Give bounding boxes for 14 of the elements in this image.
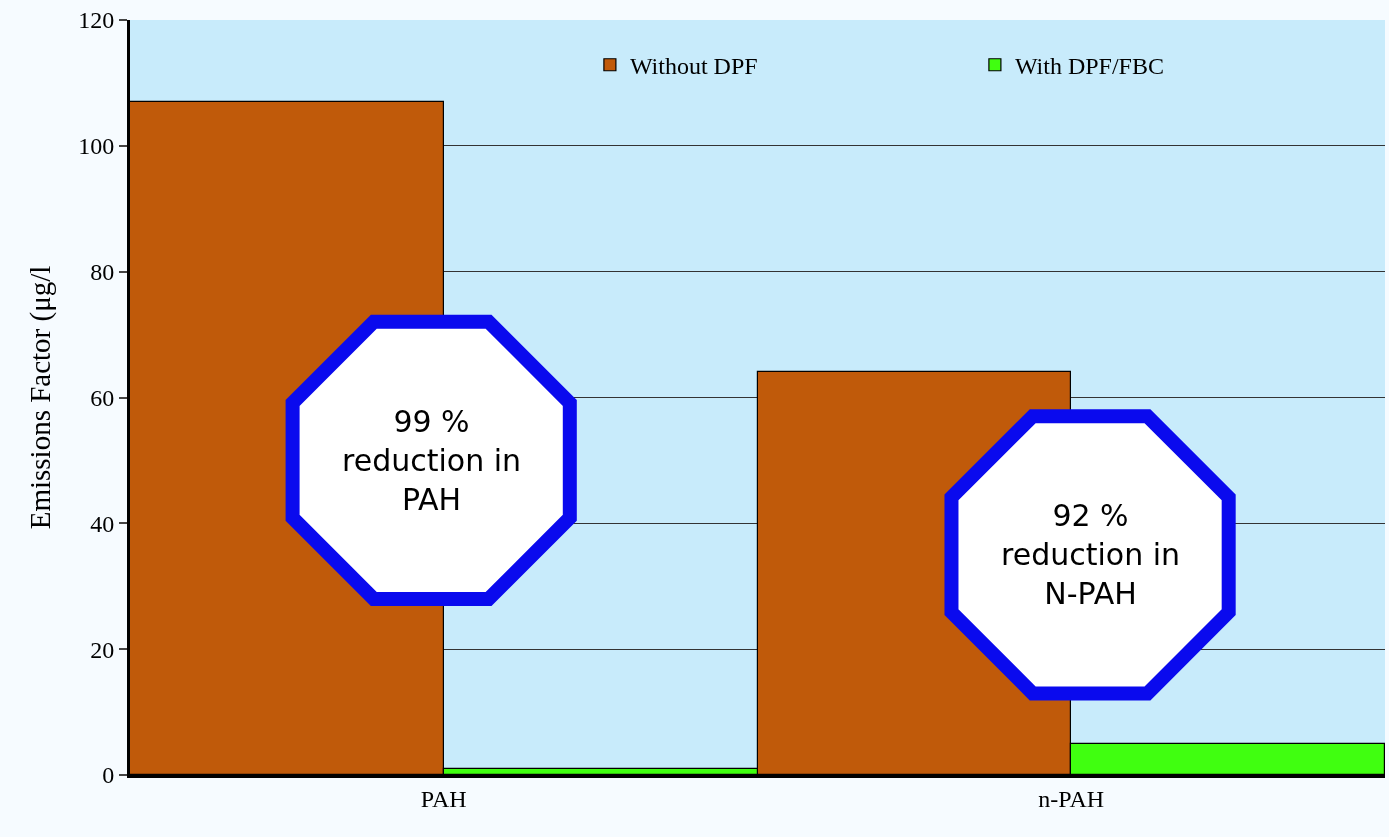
y-tick-label: 60 [90,384,115,411]
y-tick-label: 80 [90,259,115,286]
legend-label: Without DPF [629,53,758,80]
x-tick-label: PAH [420,785,467,812]
legend-label: With DPF/FBC [1014,53,1164,80]
y-tick-label: 0 [102,762,115,789]
x-tick-label: n-PAH [1038,785,1105,812]
annotation: 92 % reduction in N-PAH [1001,498,1181,611]
y-axis-title: Emissions Factor (μg/l [23,265,57,530]
y-tick-label: 100 [78,133,115,160]
y-tick-label: 20 [90,636,115,663]
y-tick-label: 40 [90,510,115,537]
y-tick-label: 120 [78,7,115,34]
annotation: 99 % reduction in PAH [342,404,522,517]
